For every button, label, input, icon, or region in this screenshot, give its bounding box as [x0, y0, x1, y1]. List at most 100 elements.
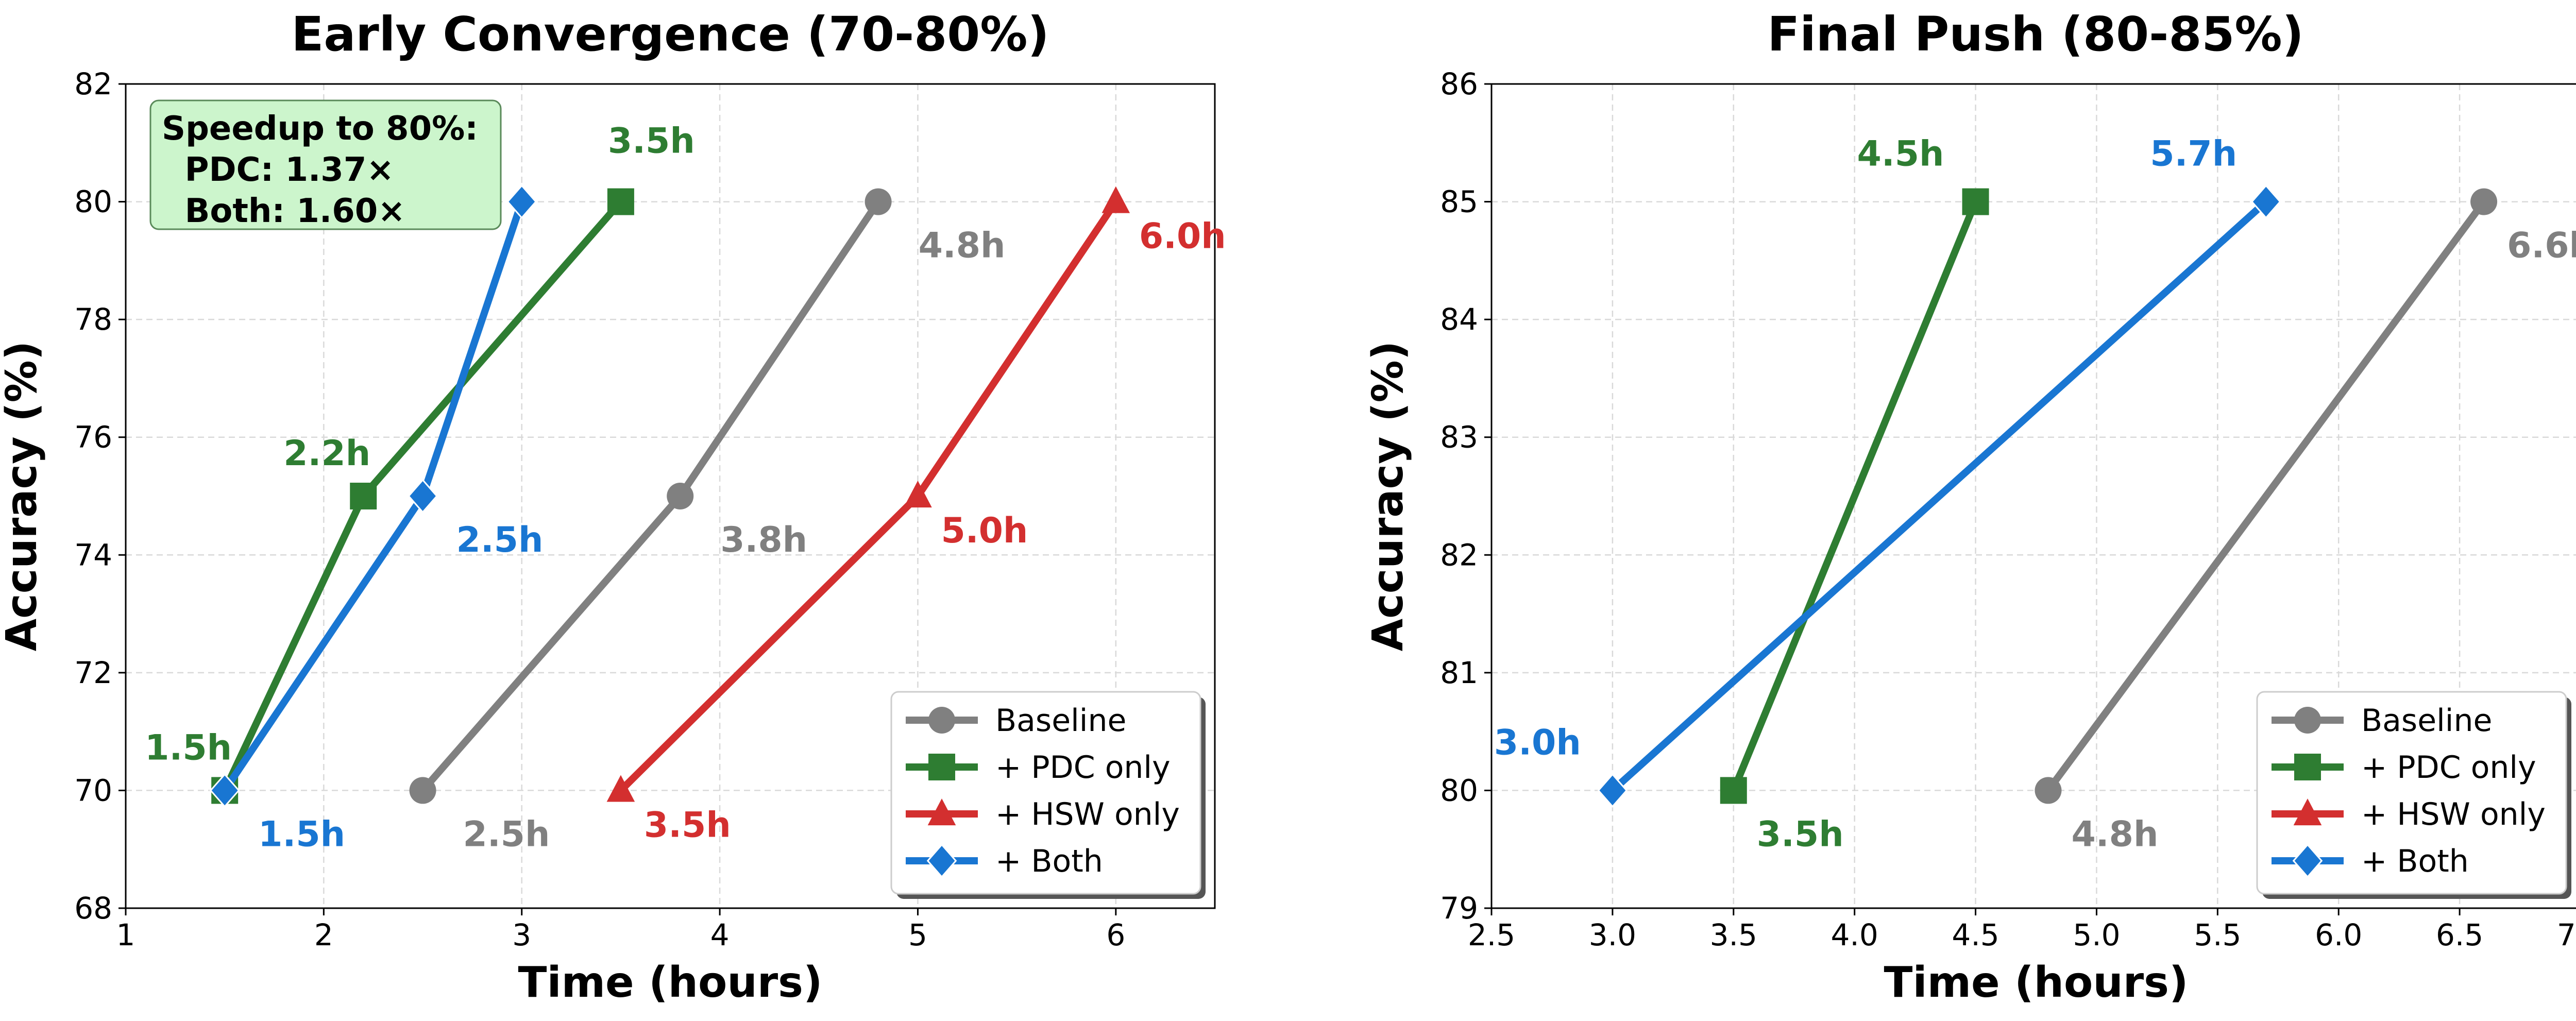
- annotation-text: Speedup to 80%:: [162, 110, 478, 148]
- legend-label: Baseline: [2361, 703, 2492, 739]
- data-point-baseline: [667, 483, 694, 509]
- x-tick-label: 6.0: [2315, 917, 2362, 952]
- data-label-pdc: 3.5h: [608, 121, 695, 162]
- legend-label: Baseline: [995, 703, 1126, 739]
- y-tick-label: 80: [1440, 773, 1478, 808]
- x-tick-label: 4.0: [1831, 917, 1878, 952]
- legend-label: + PDC only: [2361, 750, 2536, 786]
- x-tick-label: 6.5: [2436, 917, 2483, 952]
- data-label-both: 3.0h: [1494, 722, 1581, 763]
- data-point-both: [408, 479, 438, 514]
- series-baseline: 4.8h 6.6h: [2035, 188, 2576, 855]
- series-pdc: 1.5h 2.2h 3.5h: [145, 121, 695, 804]
- legend-marker: [928, 707, 955, 734]
- series-pdc: 3.5h 4.5h: [1720, 134, 1989, 855]
- chart-panel-2: 2.5 3.0 3.5 4.0 4.5 5.0 5.5 6.0 6.5 7.0 79 80 81 82 83…: [1364, 7, 2576, 1007]
- data-label-baseline: 4.8h: [2071, 814, 2158, 855]
- x-tick-label: 3.5: [1710, 917, 1757, 952]
- legend-marker: [2294, 754, 2321, 780]
- data-point-both: [209, 773, 240, 808]
- chart-title: Final Push (80-85%): [1767, 7, 2303, 62]
- data-point-hsw: [606, 775, 635, 802]
- data-point-hsw: [904, 481, 932, 508]
- y-tick-label: 79: [1440, 891, 1478, 926]
- annotation-text: PDC: 1.37×: [162, 151, 394, 189]
- y-tick-label: 80: [74, 184, 112, 219]
- speedup-annotation: Speedup to 80%: PDC: 1.37× Both: 1.60×: [149, 99, 502, 230]
- legend-item-pdc: + PDC only: [2272, 750, 2536, 786]
- y-axis-label: Accuracy (%): [1364, 341, 1413, 652]
- data-point-both: [2250, 184, 2281, 219]
- plot-frame: [125, 83, 1216, 909]
- data-label-baseline: 6.6h: [2507, 226, 2576, 266]
- data-point-baseline: [2470, 188, 2498, 215]
- x-tick-label: 5: [908, 917, 927, 952]
- y-tick-label: 72: [74, 655, 112, 690]
- legend-marker: [927, 798, 956, 826]
- data-point-baseline: [865, 188, 892, 215]
- legend-label: + PDC only: [995, 750, 1171, 786]
- data-label-both: 5.7h: [2150, 134, 2237, 175]
- y-tick-label: 70: [74, 773, 112, 808]
- data-point-pdc: [1962, 188, 1989, 215]
- legend-item-baseline: Baseline: [906, 703, 1126, 739]
- series-line-pdc: [1730, 198, 1979, 794]
- data-point-pdc: [350, 483, 377, 509]
- legend-item-hsw: + HSW only: [906, 796, 1180, 832]
- data-label-baseline: 4.8h: [919, 226, 1006, 266]
- legend-marker: [926, 843, 957, 878]
- data-label-pdc: 1.5h: [145, 727, 232, 768]
- legend-marker: [928, 754, 955, 780]
- y-tick-label: 83: [1440, 420, 1478, 455]
- series-both: 1.5h2.5h3.0h: [209, 170, 543, 855]
- legend-label: + Both: [995, 843, 1103, 879]
- annotation-box: [149, 99, 502, 230]
- series-hsw: 3.5h 5.0h 6.0h: [606, 186, 1226, 845]
- legend-box: [890, 691, 1201, 895]
- y-axis-label: Accuracy (%): [0, 341, 46, 652]
- x-tick-label: 4: [710, 917, 730, 952]
- legend-box: [2256, 691, 2567, 895]
- x-tick-label: 3.0: [1589, 917, 1636, 952]
- chart-title: Early Convergence (70-80%): [291, 7, 1049, 62]
- data-point-hsw: [1101, 186, 1130, 213]
- data-label-baseline: 3.8h: [720, 520, 807, 560]
- y-tick-label: 82: [74, 66, 112, 101]
- legend-label: + HSW only: [2361, 796, 2546, 832]
- series-line-baseline: [2044, 198, 2488, 794]
- y-tick-label: 81: [1440, 655, 1478, 690]
- x-tick-label: 5.5: [2194, 917, 2241, 952]
- series-baseline: 2.5h 3.8h 4.8h: [409, 188, 1006, 855]
- legend-item-both: + Both: [906, 843, 1103, 879]
- y-tick-label: 85: [1440, 184, 1478, 219]
- x-axis-label: Time (hours): [518, 958, 823, 1007]
- y-tick-label: 74: [74, 537, 112, 572]
- series-both: 3.0h 5.7h: [1494, 134, 2281, 808]
- legend-item-both: + Both: [2272, 843, 2469, 879]
- legend-item-pdc: + PDC only: [906, 750, 1171, 786]
- annotation-text: Both: 1.60×: [162, 192, 405, 230]
- legend-label: + Both: [2361, 843, 2469, 879]
- x-tick-label: 1: [116, 917, 135, 952]
- data-point-pdc: [1720, 777, 1747, 804]
- data-label-both: 1.5h: [258, 814, 345, 855]
- plot-frame: [1490, 83, 2576, 909]
- legend-marker: [2292, 843, 2323, 878]
- x-tick-label: 2: [314, 917, 333, 952]
- data-label-pdc: 4.5h: [1857, 134, 1944, 175]
- legend-marker: [2293, 798, 2322, 826]
- data-label-hsw: 3.5h: [644, 805, 731, 845]
- y-tick-label: 84: [1440, 302, 1478, 337]
- y-tick-label: 68: [74, 891, 112, 926]
- legend-label: + HSW only: [995, 796, 1180, 832]
- data-point-pdc: [607, 188, 634, 215]
- y-tick-label: 78: [74, 302, 112, 337]
- data-label-baseline: 2.5h: [463, 814, 550, 855]
- data-label-pdc: 3.5h: [1757, 814, 1844, 855]
- legend-item-baseline: Baseline: [2272, 703, 2492, 739]
- legend: Baseline + PDC only + HSW only + Both: [2256, 691, 2571, 899]
- legend-marker: [2294, 707, 2321, 734]
- legend-item-hsw: + HSW only: [2272, 796, 2546, 832]
- y-tick-label: 86: [1440, 66, 1478, 101]
- legend: Baseline + PDC only + HSW only + Both: [890, 691, 1206, 899]
